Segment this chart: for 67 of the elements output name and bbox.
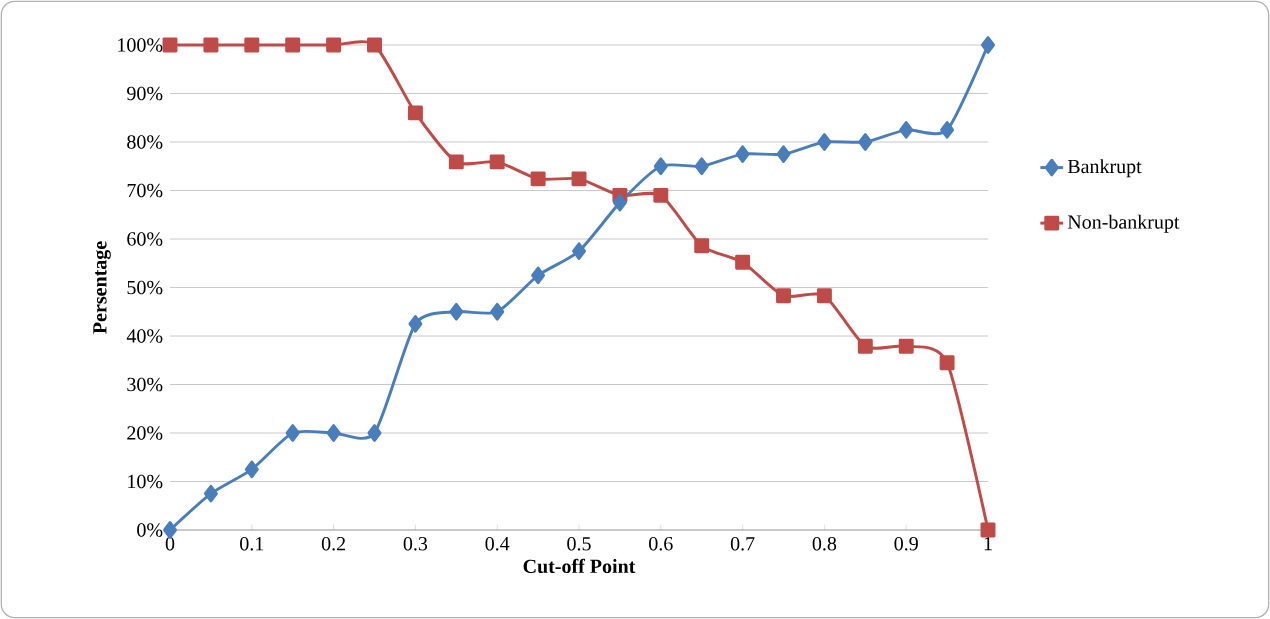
point [858, 133, 873, 151]
x-tick-label: 0.1 [240, 536, 264, 551]
y-tick-label: 60% [127, 232, 163, 246]
x-tick-label: 0.9 [894, 536, 918, 551]
point [571, 171, 587, 187]
point [940, 121, 955, 139]
point [407, 105, 423, 121]
y-tick-label: 40% [126, 329, 163, 343]
point [653, 187, 669, 203]
point [408, 315, 423, 333]
point [939, 355, 955, 371]
x-tick-label: 0.7 [730, 536, 755, 551]
point [163, 521, 177, 539]
point [326, 37, 342, 53]
point [694, 238, 710, 254]
point [817, 133, 832, 151]
point [980, 522, 996, 538]
point [776, 288, 791, 304]
point [449, 302, 464, 321]
point [367, 424, 382, 442]
point [735, 254, 751, 270]
y-tick-label: 0% [137, 523, 163, 537]
y-tick-label: 90% [127, 86, 163, 101]
x-tick-label: 0 [165, 536, 175, 551]
point [162, 37, 178, 53]
point [653, 157, 668, 176]
point [735, 145, 750, 163]
point [326, 424, 341, 442]
y-tick-label: 10% [128, 474, 163, 489]
legend-label: Bankrupt [1067, 159, 1142, 178]
x-tick-label: 0.5 [567, 536, 591, 551]
y-tick-label: 20% [127, 426, 163, 440]
point [899, 121, 914, 139]
x-tick-label: 0.2 [321, 536, 345, 551]
point [776, 145, 791, 163]
point [285, 37, 301, 53]
point [244, 460, 259, 479]
y-tick-label: 70% [127, 183, 163, 198]
point [490, 302, 505, 321]
point [612, 193, 627, 212]
point [572, 242, 586, 260]
y-tick-label: 80% [127, 135, 163, 149]
y-axis-title: Persentage [93, 241, 111, 334]
point [981, 36, 995, 54]
point [530, 171, 546, 187]
y-tick-label: 50% [127, 280, 163, 295]
point [816, 288, 832, 304]
y-tick-label: 100% [118, 38, 163, 52]
point [694, 157, 709, 176]
x-tick-label: 1 [984, 536, 992, 551]
x-tick-label: 0.8 [812, 536, 837, 551]
point [857, 338, 873, 354]
x-tick-label: 0.4 [485, 536, 510, 551]
point [244, 37, 260, 53]
point [285, 424, 300, 442]
x-tick-label: 0.6 [649, 536, 673, 551]
legend-label: Non-bankrupt [1067, 214, 1180, 233]
point [531, 266, 546, 285]
point [203, 484, 218, 503]
y-tick-label: 30% [127, 377, 163, 392]
point [448, 154, 464, 170]
x-tick-label: 0.3 [403, 536, 428, 551]
point [489, 154, 505, 170]
point [898, 338, 914, 354]
point [367, 37, 382, 53]
x-axis-title: Cut-off Point [523, 558, 636, 574]
point [203, 37, 219, 53]
